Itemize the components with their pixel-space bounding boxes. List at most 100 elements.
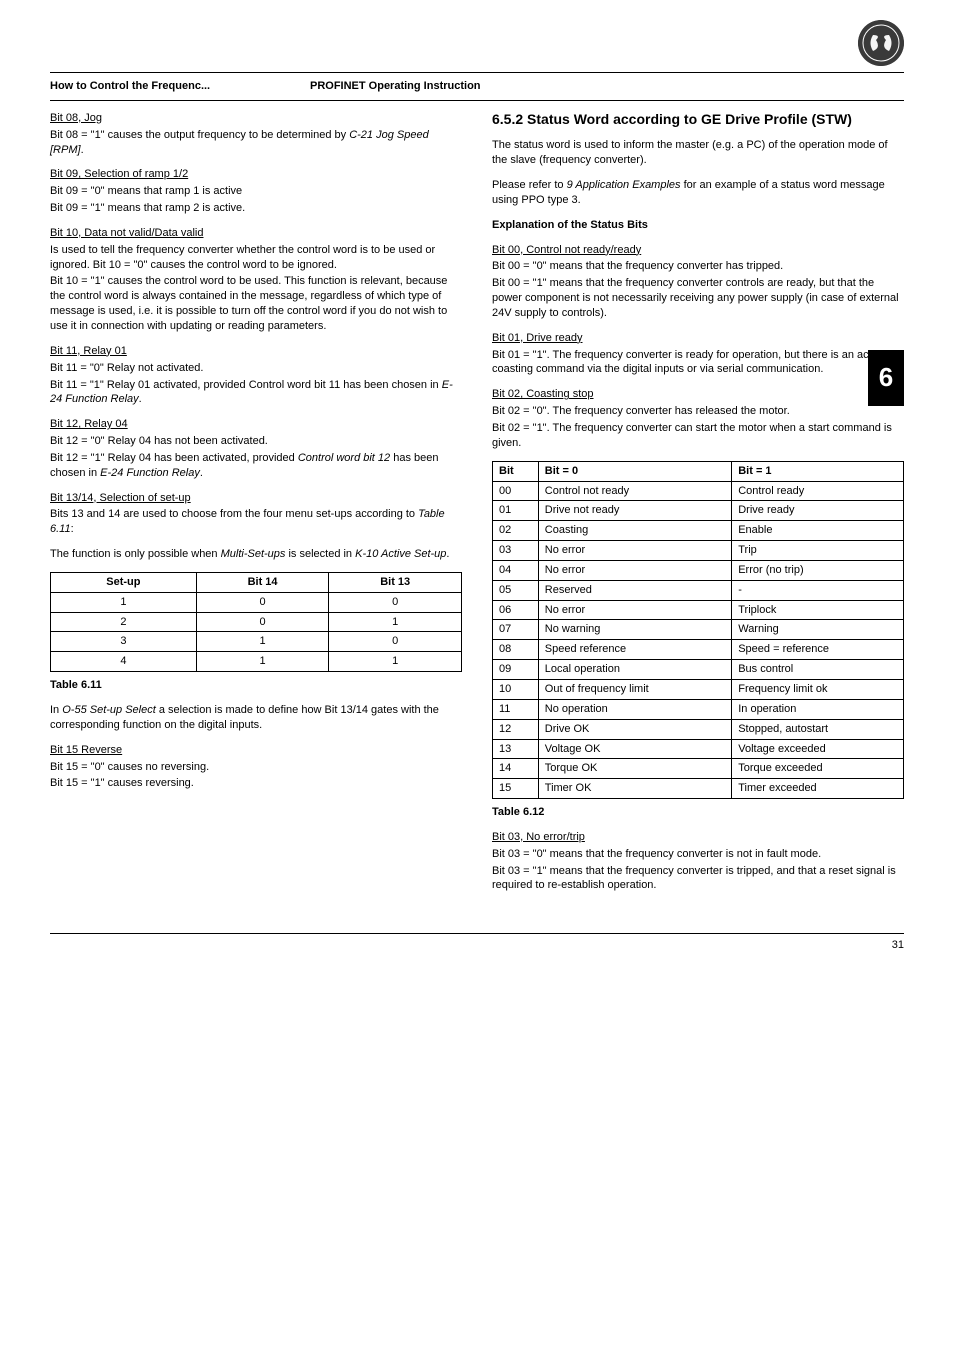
table-cell: Trip bbox=[732, 541, 904, 561]
table-cell: Triplock bbox=[732, 600, 904, 620]
table-cell: 15 bbox=[493, 779, 539, 799]
table-cell: 01 bbox=[493, 501, 539, 521]
section-title: 6.5.2 Status Word according to GE Drive … bbox=[492, 111, 904, 129]
table-cell: Drive ready bbox=[732, 501, 904, 521]
side-tab: 6 bbox=[868, 350, 904, 406]
table-cell: 3 bbox=[51, 632, 197, 652]
table-cell: 0 bbox=[196, 612, 329, 632]
table-cell: 4 bbox=[51, 652, 197, 672]
table-cell: Torque OK bbox=[538, 759, 731, 779]
bit02-l2: Bit 02 = "1". The frequency converter ca… bbox=[492, 421, 904, 451]
bit1314-p1: Bits 13 and 14 are used to choose from t… bbox=[50, 507, 462, 537]
table-row: 02CoastingEnable bbox=[493, 521, 904, 541]
bit09-block: Bit 09, Selection of ramp 1/2 Bit 09 = "… bbox=[50, 167, 462, 216]
table-cell: Warning bbox=[732, 620, 904, 640]
bit09-l1: Bit 09 = "0" means that ramp 1 is active bbox=[50, 184, 462, 199]
table-row: 411 bbox=[51, 652, 462, 672]
bit09-l2: Bit 09 = "1" means that ramp 2 is active… bbox=[50, 201, 462, 216]
table-cell: No warning bbox=[538, 620, 731, 640]
table-row: 05Reserved- bbox=[493, 580, 904, 600]
table-row: 10Out of frequency limitFrequency limit … bbox=[493, 679, 904, 699]
bit12-l2: Bit 12 = "1" Relay 04 has been activated… bbox=[50, 451, 462, 481]
status-table: Bit Bit = 0 Bit = 1 00Control not readyC… bbox=[492, 461, 904, 799]
page-number: 31 bbox=[892, 938, 904, 953]
table-cell: No operation bbox=[538, 699, 731, 719]
bit08-text: Bit 08 = "1" causes the output frequency… bbox=[50, 128, 462, 158]
bit02-block: Bit 02, Coasting stop Bit 02 = "0". The … bbox=[492, 387, 904, 450]
table-cell: Frequency limit ok bbox=[732, 679, 904, 699]
table-cell: No error bbox=[538, 600, 731, 620]
bit00-l1: Bit 00 = "0" means that the frequency co… bbox=[492, 259, 904, 274]
bit01-block: Bit 01, Drive ready Bit 01 = "1". The fr… bbox=[492, 331, 904, 378]
setup-col2: Bit 13 bbox=[329, 572, 462, 592]
bit10-block: Bit 10, Data not valid/Data valid Is use… bbox=[50, 226, 462, 334]
after-setup: In O-55 Set-up Select a selection is mad… bbox=[50, 703, 462, 733]
table-row: 310 bbox=[51, 632, 462, 652]
bit08-head: Bit 08, Jog bbox=[50, 112, 102, 124]
header-rule-top bbox=[50, 72, 904, 73]
footer-row: 31 bbox=[50, 934, 904, 953]
bit02-head: Bit 02, Coasting stop bbox=[492, 388, 594, 400]
table-row: 06No errorTriplock bbox=[493, 600, 904, 620]
bit00-l2: Bit 00 = "1" means that the frequency co… bbox=[492, 276, 904, 321]
bit11-block: Bit 11, Relay 01 Bit 11 = "0" Relay not … bbox=[50, 344, 462, 407]
table-row: 14Torque OKTorque exceeded bbox=[493, 759, 904, 779]
table-cell: 07 bbox=[493, 620, 539, 640]
table-cell: 13 bbox=[493, 739, 539, 759]
header-right: PROFINET Operating Instruction bbox=[310, 79, 904, 94]
table-row: 13Voltage OKVoltage exceeded bbox=[493, 739, 904, 759]
table-cell: No error bbox=[538, 560, 731, 580]
table-cell: 00 bbox=[493, 481, 539, 501]
r-p2: Please refer to 9 Application Examples f… bbox=[492, 178, 904, 208]
table-cell: Local operation bbox=[538, 660, 731, 680]
left-column: Bit 08, Jog Bit 08 = "1" causes the outp… bbox=[50, 111, 462, 903]
bit10-p2: Bit 10 = "1" causes the control word to … bbox=[50, 274, 462, 333]
bit01-p: Bit 01 = "1". The frequency converter is… bbox=[492, 348, 904, 378]
bit10-head: Bit 10, Data not valid/Data valid bbox=[50, 227, 203, 239]
table-row: 04No errorError (no trip) bbox=[493, 560, 904, 580]
logo-row bbox=[50, 20, 904, 66]
table-row: 15Timer OKTimer exceeded bbox=[493, 779, 904, 799]
table-cell: 1 bbox=[51, 592, 197, 612]
bit03-head: Bit 03, No error/trip bbox=[492, 831, 585, 843]
header-rule-bottom bbox=[50, 100, 904, 101]
page-wrapper: 6 How to Control the Frequenc... PROFINE… bbox=[50, 20, 904, 953]
table-cell: 10 bbox=[493, 679, 539, 699]
table-row: 100 bbox=[51, 592, 462, 612]
setup-col1: Bit 14 bbox=[196, 572, 329, 592]
bit09-head: Bit 09, Selection of ramp 1/2 bbox=[50, 168, 188, 180]
table-cell: Out of frequency limit bbox=[538, 679, 731, 699]
table-cell: Voltage exceeded bbox=[732, 739, 904, 759]
table-cell: 03 bbox=[493, 541, 539, 561]
table-cell: Speed = reference bbox=[732, 640, 904, 660]
content-columns: Bit 08, Jog Bit 08 = "1" causes the outp… bbox=[50, 111, 904, 903]
table-cell: 1 bbox=[196, 652, 329, 672]
table-cell: 12 bbox=[493, 719, 539, 739]
bit15-l2: Bit 15 = "1" causes reversing. bbox=[50, 776, 462, 791]
status-col1: Bit = 0 bbox=[538, 461, 731, 481]
table-cell: 04 bbox=[493, 560, 539, 580]
bit12-block: Bit 12, Relay 04 Bit 12 = "0" Relay 04 h… bbox=[50, 417, 462, 480]
table-cell: 0 bbox=[329, 632, 462, 652]
table-cell: Timer exceeded bbox=[732, 779, 904, 799]
table-cell: 08 bbox=[493, 640, 539, 660]
table-cell: 1 bbox=[329, 612, 462, 632]
table-cell: 02 bbox=[493, 521, 539, 541]
table-row: 11No operationIn operation bbox=[493, 699, 904, 719]
table-cell: Timer OK bbox=[538, 779, 731, 799]
bit03-l2: Bit 03 = "1" means that the frequency co… bbox=[492, 864, 904, 894]
table-cell: 14 bbox=[493, 759, 539, 779]
header-row: How to Control the Frequenc... PROFINET … bbox=[50, 77, 904, 96]
bit10-p1: Is used to tell the frequency converter … bbox=[50, 243, 462, 273]
table-cell: In operation bbox=[732, 699, 904, 719]
table-cell: No error bbox=[538, 541, 731, 561]
table-row: 201 bbox=[51, 612, 462, 632]
table-cell: Error (no trip) bbox=[732, 560, 904, 580]
setup-caption: Table 6.11 bbox=[50, 678, 462, 693]
bit1314-p2: The function is only possible when Multi… bbox=[50, 547, 462, 562]
bit03-l1: Bit 03 = "0" means that the frequency co… bbox=[492, 847, 904, 862]
table-cell: 06 bbox=[493, 600, 539, 620]
table-cell: 0 bbox=[329, 592, 462, 612]
header-left: How to Control the Frequenc... bbox=[50, 79, 310, 94]
bit11-l2: Bit 11 = "1" Relay 01 activated, provide… bbox=[50, 378, 462, 408]
